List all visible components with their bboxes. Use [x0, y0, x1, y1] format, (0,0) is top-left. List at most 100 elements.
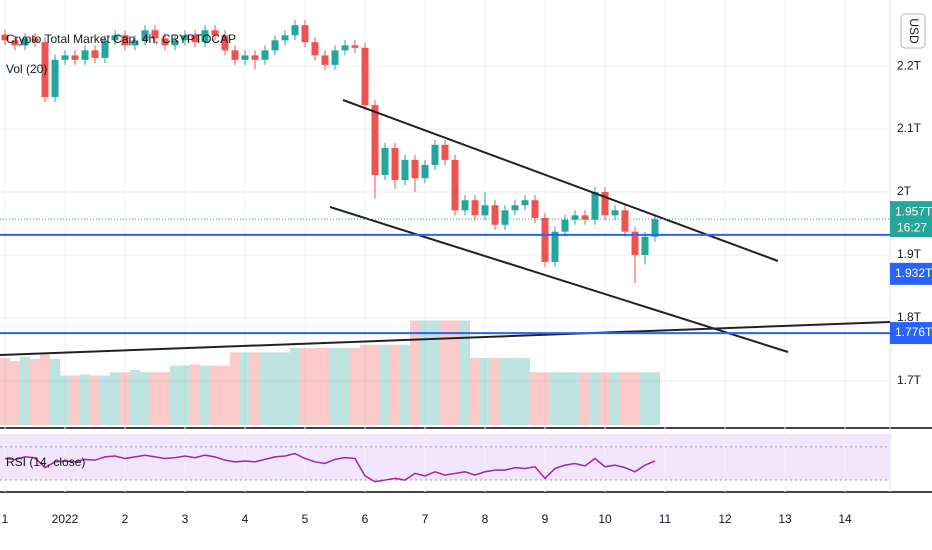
rsi-label: RSI (14, close)	[6, 455, 85, 469]
candle-body	[451, 159, 459, 211]
volume-bar	[110, 372, 120, 425]
rsi-line	[4, 452, 656, 483]
candle-body	[81, 50, 89, 60]
candle-body	[191, 35, 199, 43]
volume-bar	[300, 348, 310, 425]
volume-bar	[500, 357, 510, 425]
price-tag	[890, 322, 932, 345]
trendline	[0, 321, 891, 356]
volume-bar	[130, 370, 140, 425]
volume-bar	[170, 365, 180, 425]
candle-body	[41, 42, 49, 97]
x-tick-label: 9	[542, 512, 549, 526]
candle-body	[371, 105, 379, 176]
volume-bar	[570, 372, 580, 425]
volume-bar	[540, 372, 550, 425]
candle-body	[261, 50, 269, 60]
candle-body	[601, 192, 609, 216]
volume-bar	[590, 372, 600, 425]
volume-bar	[490, 357, 500, 425]
volume-bar	[630, 372, 640, 425]
candle-body	[21, 38, 29, 46]
volume-bar	[100, 375, 110, 425]
volume-bar	[520, 357, 530, 425]
volume-bar	[200, 365, 210, 425]
x-tick-label: 1	[2, 512, 9, 526]
price-tag-label: 1.957T	[895, 204, 932, 218]
candle-body	[361, 47, 369, 106]
price-tag	[890, 201, 932, 238]
candle-body	[311, 42, 319, 56]
volume-bar	[510, 357, 520, 425]
x-tick-label: 13	[778, 512, 792, 526]
x-tick-label: 2022	[52, 512, 79, 526]
candle-body	[551, 231, 559, 262]
volume-bar	[640, 372, 650, 425]
y-tick-label: 1.9T	[897, 247, 922, 261]
candle-body	[591, 192, 599, 220]
volume-bar	[620, 372, 630, 425]
overlay: 1.957T 16:27 1.932T 1.776T	[0, 201, 932, 345]
candle-body	[391, 147, 399, 181]
volume-bar	[580, 372, 590, 425]
candle-body	[411, 159, 419, 179]
volume-bar	[610, 372, 620, 425]
candle-body	[561, 219, 569, 232]
candle-body	[181, 35, 189, 41]
volume-bar	[70, 375, 80, 425]
volume-bar	[530, 372, 540, 425]
volume-bar	[260, 352, 270, 425]
volume-bar	[390, 344, 400, 425]
volume-layer	[0, 320, 660, 425]
candle-body	[501, 210, 509, 225]
rsi-background	[0, 434, 890, 480]
volume-bar	[150, 372, 160, 425]
candle-body	[61, 55, 69, 60]
candle-body	[301, 25, 309, 43]
currency-button[interactable]	[900, 13, 926, 49]
volume-bar	[90, 375, 100, 425]
volume-bar	[450, 320, 460, 425]
candle-body	[651, 219, 659, 237]
volume-bar	[190, 364, 200, 425]
candle-body	[1, 34, 9, 41]
currency-label[interactable]: USD	[907, 18, 921, 44]
volume-bar	[120, 372, 130, 425]
candle-body	[481, 205, 489, 216]
candle-body	[101, 40, 109, 58]
volume-bar	[550, 372, 560, 425]
candle-layer	[1, 20, 659, 284]
volume-bar	[80, 374, 90, 425]
candle-body	[161, 38, 169, 46]
candle-body	[611, 210, 619, 216]
volume-bar	[40, 354, 50, 425]
candle-body	[241, 55, 249, 60]
candle-body	[421, 164, 429, 179]
candle-body	[331, 50, 339, 65]
volume-bar	[600, 372, 610, 425]
y-tick-label: 2T	[897, 184, 912, 198]
volume-bar	[650, 372, 660, 425]
x-tick-label: 6	[362, 512, 369, 526]
volume-bar	[230, 352, 240, 425]
candle-body	[91, 50, 99, 58]
volume-bar	[410, 320, 420, 425]
price-tag-label: 1.776T	[895, 325, 932, 339]
candle-body	[491, 205, 499, 225]
chart-title: Crypto Total Market Cap, 4h, CRYPTOCAP	[6, 32, 236, 46]
candle-body	[461, 200, 469, 211]
candle-body	[141, 30, 149, 41]
candle-body	[251, 55, 259, 60]
candle-body	[11, 40, 19, 46]
volume-bar	[470, 357, 480, 425]
candle-body	[621, 210, 629, 232]
volume-bar	[60, 375, 70, 425]
candle-body	[291, 25, 299, 36]
volume-bar	[310, 348, 320, 425]
candle-body	[571, 215, 579, 220]
candle-body	[631, 231, 639, 255]
candle-body	[321, 55, 329, 65]
volume-bar	[320, 348, 330, 425]
candle-body	[471, 200, 479, 216]
